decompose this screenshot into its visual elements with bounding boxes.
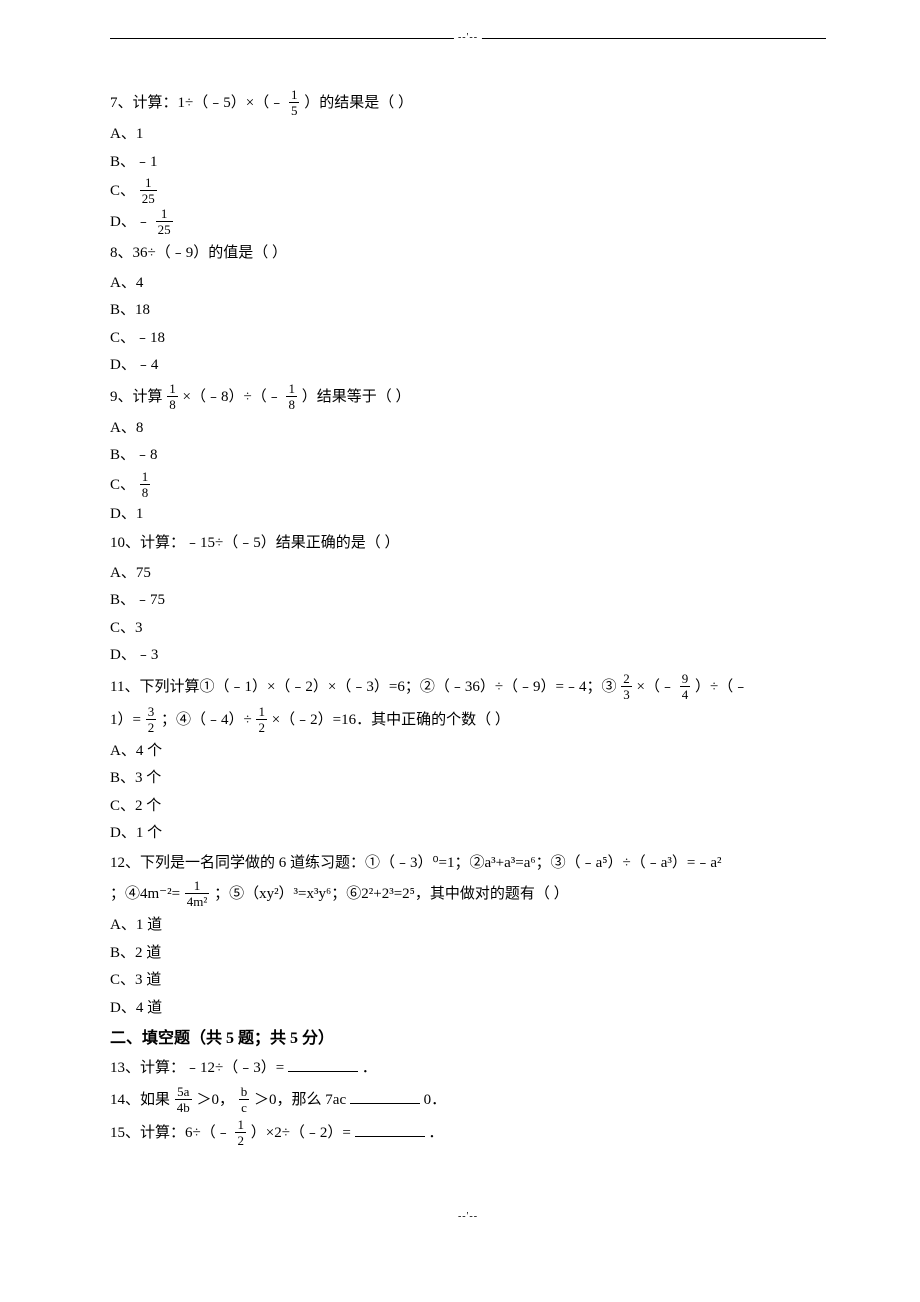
q7-text-b: ）的结果是（ ） [304,95,413,111]
q9-opt-c: C、 1 8 [110,471,826,500]
q10-opt-d: D、﹣3 [110,643,826,669]
q15-blank [355,1121,425,1137]
q14-frac1: 5a 4b [175,1085,192,1114]
q9-opt-b: B、﹣8 [110,443,826,469]
q7-opt-a: A、1 [110,122,826,148]
q7-d-frac: 1 25 [156,207,173,236]
q14-blank [350,1088,420,1104]
q7-opt-d: D、﹣ 1 25 [110,208,826,237]
q8-opt-d: D、﹣4 [110,353,826,379]
q11-opt-b: B、3 个 [110,766,826,792]
q7-text-a: 7、计算：1÷（﹣5）×（﹣ [110,95,284,111]
q11-opt-a: A、4 个 [110,739,826,765]
q13-blank [288,1056,358,1072]
q11-frac1: 2 3 [621,672,632,701]
q11-line2: 1）= 3 2 ；④（﹣4）÷ 1 2 ×（﹣2）=16．其中正确的个数（ ） [110,706,826,735]
header-rule: --'-- [110,38,826,39]
q11-frac2: 9 4 [680,672,691,701]
q11-frac4: 1 2 [256,705,267,734]
q12-frac: 1 4m² [185,879,210,908]
q7-opt-c: C、 1 25 [110,177,826,206]
q15-frac: 1 2 [235,1118,246,1147]
header-mark: --'-- [454,29,482,46]
q14-frac2: b c [239,1085,250,1114]
q7-stem: 7、计算：1÷（﹣5）×（﹣ 1 5 ）的结果是（ ） [110,89,826,118]
q12-opt-a: A、1 道 [110,913,826,939]
q12-opt-c: C、3 道 [110,968,826,994]
q12-opt-d: D、4 道 [110,996,826,1022]
footer-mark: --'-- [110,1208,826,1225]
q10-stem: 10、计算：﹣15÷（﹣5）结果正确的是（ ） [110,531,826,557]
q11-opt-d: D、1 个 [110,821,826,847]
q9-frac2: 1 8 [286,382,297,411]
q9-c-frac: 1 8 [140,470,151,499]
q8-stem: 8、36÷（﹣9）的值是（ ） [110,241,826,267]
q13: 13、计算：﹣12÷（﹣3）= ． [110,1056,826,1082]
q11-frac3: 3 2 [146,705,157,734]
q10-opt-b: B、﹣75 [110,588,826,614]
q9-opt-d: D、1 [110,502,826,528]
q10-opt-a: A、75 [110,561,826,587]
q9-frac1: 1 8 [167,382,178,411]
q8-opt-c: C、﹣18 [110,326,826,352]
q9-opt-a: A、8 [110,416,826,442]
q9-stem: 9、计算 1 8 ×（﹣8）÷（﹣ 1 8 ）结果等于（ ） [110,383,826,412]
q7-c-frac: 1 25 [140,176,157,205]
section2-title: 二、填空题（共 5 题；共 5 分） [110,1025,826,1052]
q12-line1: 12、下列是一名同学做的 6 道练习题：①（﹣3）⁰=1；②a³+a³=a⁶；③… [110,851,826,877]
q8-opt-a: A、4 [110,271,826,297]
q11-line1: 11、下列计算①（﹣1）×（﹣2）×（﹣3）=6；②（﹣36）÷（﹣9）=﹣4；… [110,673,826,702]
q12-line2: ；④4m⁻²= 1 4m² ；⑤（xy²）³=x³y⁶；⑥2²+2³=2⁵，其中… [110,880,826,909]
q14: 14、如果 5a 4b ＞0， b c ＞0，那么 7ac 0． [110,1086,826,1115]
q12-opt-b: B、2 道 [110,941,826,967]
q11-opt-c: C、2 个 [110,794,826,820]
q8-opt-b: B、18 [110,298,826,324]
q7-frac: 1 5 [289,88,300,117]
q10-opt-c: C、3 [110,616,826,642]
q7-opt-b: B、﹣1 [110,150,826,176]
q15: 15、计算：6÷（﹣ 1 2 ）×2÷（﹣2）= ． [110,1119,826,1148]
